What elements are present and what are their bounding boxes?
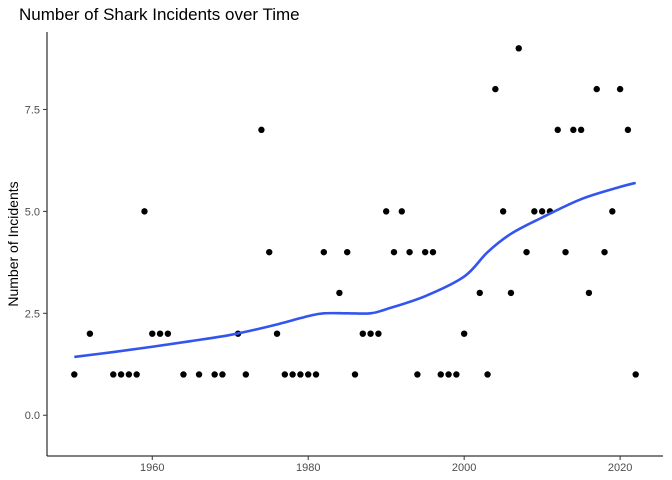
x-tick-label: 1980 (296, 462, 320, 474)
data-point (359, 330, 366, 337)
data-point (211, 371, 218, 378)
data-point (453, 371, 460, 378)
data-point (577, 126, 585, 134)
data-point (492, 85, 499, 93)
data-point (133, 371, 140, 378)
data-point (585, 289, 593, 297)
x-tick-label: 2020 (608, 462, 632, 474)
data-point (149, 330, 156, 337)
data-point (382, 208, 390, 215)
data-point (242, 371, 250, 378)
data-point (421, 248, 429, 256)
x-axis-ticks: 1960 1980 2000 2020 (140, 456, 632, 474)
data-point (258, 126, 265, 134)
data-point (86, 330, 94, 337)
data-point (406, 248, 413, 256)
data-point (437, 371, 444, 378)
x-tick-label: 2000 (452, 462, 476, 474)
data-points (71, 45, 639, 378)
data-point (351, 371, 359, 378)
y-tick-label: 7.5 (25, 104, 40, 116)
data-point (429, 248, 437, 256)
data-point (164, 330, 172, 337)
data-point (414, 371, 421, 378)
x-tick-label: 1960 (140, 462, 164, 474)
data-point (538, 208, 546, 215)
data-point (289, 371, 296, 378)
data-point (616, 85, 624, 93)
chart-title: Number of Shark Incidents over Time (19, 5, 300, 24)
data-point (195, 371, 203, 378)
data-point (398, 208, 405, 215)
data-point (601, 248, 608, 256)
data-point (273, 330, 281, 337)
y-tick-label: 2.5 (25, 308, 40, 320)
data-point (110, 371, 117, 378)
data-point (305, 371, 312, 378)
data-point (281, 371, 289, 378)
data-point (593, 85, 600, 93)
data-point (266, 248, 273, 256)
y-axis-title: Number of Incidents (5, 181, 21, 306)
data-point (375, 330, 382, 337)
data-point (297, 371, 304, 378)
data-point (390, 248, 398, 256)
data-point (562, 248, 569, 256)
data-point (499, 208, 507, 215)
data-point (515, 45, 522, 52)
data-point (117, 371, 125, 378)
data-point (476, 289, 483, 297)
y-axis-ticks: 0.0 2.5 5.0 7.5 (25, 104, 47, 422)
data-point (609, 208, 616, 215)
data-point (336, 289, 343, 297)
data-point (312, 371, 320, 378)
trend-line (74, 181, 637, 359)
data-point (632, 371, 639, 378)
data-point (624, 126, 632, 134)
data-point (156, 330, 164, 337)
data-point (125, 371, 133, 378)
data-point (531, 208, 538, 215)
data-point (71, 371, 78, 378)
data-point (445, 371, 452, 378)
data-point (141, 208, 148, 215)
data-point (219, 371, 226, 378)
y-tick-label: 0.0 (25, 410, 40, 422)
data-point (180, 371, 187, 378)
data-point (484, 371, 491, 378)
data-point (570, 126, 577, 134)
data-point (344, 248, 351, 256)
y-tick-label: 5.0 (25, 206, 40, 218)
data-point (523, 248, 530, 256)
data-point (554, 126, 561, 134)
data-point (460, 330, 468, 337)
data-point (507, 289, 515, 297)
data-point (367, 330, 374, 337)
data-point (320, 248, 328, 256)
